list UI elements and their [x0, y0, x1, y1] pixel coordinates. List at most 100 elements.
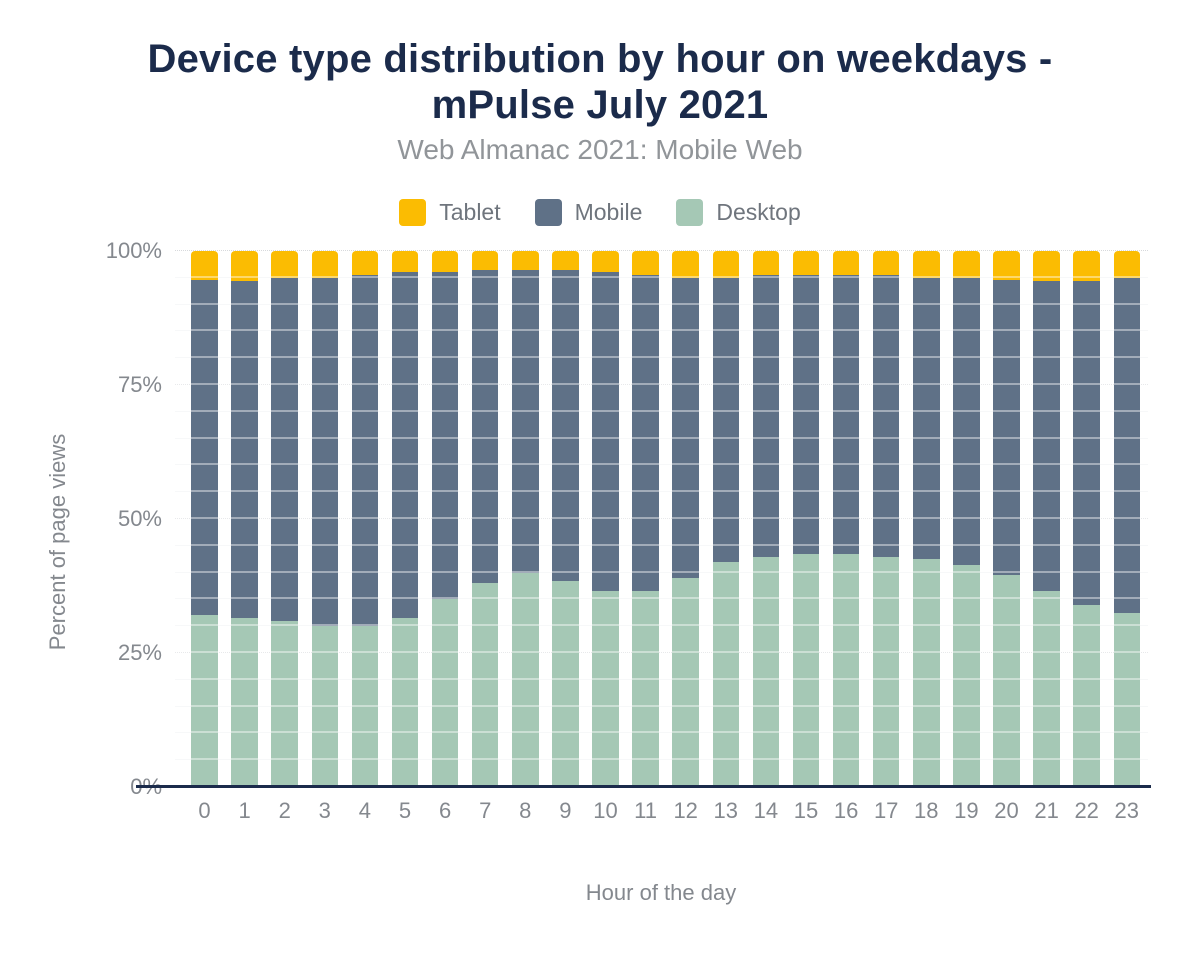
minor-gridline-90 [175, 303, 1148, 305]
bar-segment-desktop-hour-8 [512, 572, 539, 787]
bar-hour-9 [552, 251, 579, 787]
x-axis-title: Hour of the day [585, 880, 737, 905]
x-tick-label-12: 12 [673, 798, 698, 823]
bar-stripe-35 [175, 597, 1148, 600]
bar-segment-mobile-hour-9 [552, 269, 579, 581]
y-axis-tick-labels: 0% 25% 50% 75% 100% [80, 239, 162, 799]
bar-segment-tablet-hour-1 [231, 251, 258, 281]
bar-segment-tablet-hour-7 [471, 251, 499, 270]
bar-segment-desktop-hour-21 [1033, 591, 1060, 787]
bar-segment-tablet-hour-18 [913, 251, 940, 278]
bar-segment-desktop-hour-6 [431, 599, 459, 787]
x-tick-label-7: 7 [479, 798, 492, 823]
bar-segment-tablet-hour-10 [592, 251, 619, 273]
x-tick-label-13: 13 [713, 798, 739, 823]
bar-stripe-45 [175, 543, 1148, 546]
legend-item-tablet: Tablet [399, 199, 501, 226]
bar-hour-21 [1033, 251, 1060, 787]
bar-hour-10 [592, 251, 619, 787]
bar-segment-desktop-hour-16 [832, 553, 860, 787]
bar-hour-13 [712, 251, 740, 787]
bar-segment-mobile-hour-2 [271, 277, 298, 621]
x-tick-label-15: 15 [793, 798, 819, 823]
legend-label: Tablet [439, 199, 501, 225]
bar-stripe-25 [175, 651, 1148, 653]
bar-segment-mobile-hour-12 [672, 277, 699, 578]
bar-hour-22 [1073, 251, 1100, 787]
minor-gridline-70 [175, 410, 1148, 412]
bar-segment-desktop-hour-5 [391, 618, 419, 787]
legend-label: Mobile [574, 199, 643, 225]
minor-gridline-65 [175, 437, 1148, 439]
y-tick-label-25: 25% [117, 640, 162, 665]
bar-stripe-60 [175, 463, 1148, 466]
minor-gridline-85 [175, 330, 1148, 332]
legend-item-mobile: Mobile [534, 199, 643, 226]
bar-segment-desktop-hour-11 [632, 591, 659, 787]
x-tick-label-16: 16 [833, 798, 859, 823]
bar-segment-mobile-hour-10 [592, 272, 619, 592]
major-gridline-100 [175, 250, 1148, 251]
bar-segment-mobile-hour-23 [1113, 277, 1141, 613]
bar-segment-mobile-hour-14 [752, 275, 780, 557]
minor-gridline-60 [175, 464, 1148, 466]
bar-segment-desktop-hour-2 [271, 620, 298, 787]
minor-gridline-35 [175, 598, 1148, 600]
bar-segment-desktop-hour-17 [872, 556, 900, 787]
bar-segment-mobile-hour-18 [913, 277, 940, 560]
bar-stripe-20 [175, 677, 1148, 680]
bar-segment-tablet-hour-16 [832, 251, 860, 276]
y-axis-title: Percent of page views [45, 433, 70, 651]
legend: Tablet Mobile Desktop [0, 199, 1200, 226]
minor-gridline-10 [175, 732, 1148, 734]
bar-segment-mobile-hour-22 [1073, 280, 1100, 605]
bar-segment-desktop-hour-9 [552, 580, 579, 787]
bar-hour-5 [391, 251, 419, 787]
minor-gridline-40 [175, 571, 1148, 573]
x-tick-label-23: 23 [1114, 798, 1140, 823]
bar-segment-tablet-hour-0 [191, 251, 218, 281]
bar-segment-desktop-hour-1 [231, 618, 258, 787]
bar-segment-tablet-hour-17 [872, 251, 900, 276]
plot-area [136, 250, 1151, 788]
bar-segment-mobile-hour-4 [351, 275, 379, 627]
y-tick-label-100: 100% [105, 238, 162, 263]
bar-hour-0 [191, 251, 218, 787]
bar-hour-3 [311, 251, 339, 787]
bar-hour-17 [872, 251, 900, 787]
bar-hour-12 [672, 251, 699, 787]
bar-stripe-50 [175, 517, 1148, 519]
x-tick-label-20: 20 [994, 798, 1019, 823]
chart-title-line1: Device type distribution by hour on week… [147, 37, 1053, 81]
bar-segment-desktop-hour-10 [592, 591, 619, 787]
bar-segment-tablet-hour-3 [311, 251, 339, 278]
y-tick-label-50: 50% [117, 506, 162, 531]
minor-gridline-80 [175, 357, 1148, 359]
bar-segment-desktop-hour-13 [712, 561, 740, 787]
chart-subtitle: Web Almanac 2021: Mobile Web [397, 134, 803, 165]
bar-stripe-15 [175, 704, 1148, 707]
y-tick-label-75: 75% [117, 372, 162, 397]
x-tick-label-21: 21 [1034, 798, 1059, 823]
bar-segment-mobile-hour-7 [471, 269, 499, 584]
x-tick-label-17: 17 [873, 798, 899, 823]
bar-stripe-90 [175, 302, 1148, 305]
bar-stripe-95 [175, 275, 1148, 278]
bar-segment-mobile-hour-16 [832, 275, 860, 554]
bar-stripe-85 [175, 329, 1148, 332]
bar-hour-6 [431, 251, 459, 787]
legend-swatch-tablet [399, 199, 427, 226]
x-tick-label-14: 14 [753, 798, 779, 823]
bar-segment-mobile-hour-20 [993, 280, 1020, 576]
x-axis-tick-labels: 0 1 2 3 4 5 6 7 8 9 10 11 12 13 14 15 16 17 18 19 20 21 22 23 [175, 798, 1148, 824]
x-tick-label-5: 5 [398, 798, 412, 823]
bar-hour-15 [792, 251, 820, 787]
bar-segment-tablet-hour-23 [1113, 251, 1141, 278]
bar-segment-tablet-hour-11 [632, 251, 659, 276]
bar-stripe-40 [175, 570, 1148, 573]
bar-segment-desktop-hour-7 [471, 583, 499, 787]
bar-segment-desktop-hour-19 [953, 564, 980, 787]
bar-hour-19 [953, 251, 980, 787]
x-tick-label-2: 2 [278, 798, 291, 823]
